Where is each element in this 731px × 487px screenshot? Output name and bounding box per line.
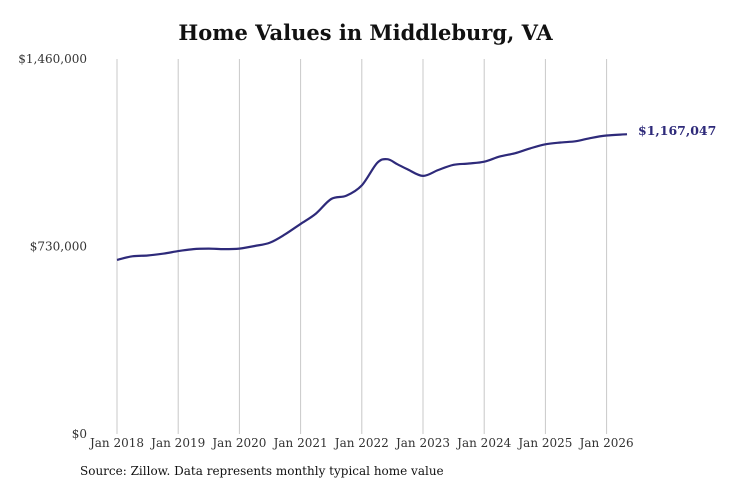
x-tick-label: Jan 2018 — [88, 436, 144, 450]
x-axis-tick-labels: Jan 2018 Jan 2019 Jan 2020 Jan 2021 Jan 2022… — [88, 436, 634, 450]
x-tick-label: Jan 2024 — [455, 436, 511, 450]
x-tick-label: Jan 2019 — [149, 436, 205, 450]
vertical-gridlines — [116, 59, 608, 434]
x-tick-label: Jan 2026 — [578, 436, 634, 450]
x-tick-label: Jan 2025 — [516, 436, 572, 450]
end-value-labels: $1,167,047 — [638, 123, 716, 138]
series-group — [116, 133, 628, 261]
series-line — [116, 133, 628, 261]
x-tick-label: Jan 2022 — [333, 436, 389, 450]
y-tick-label: $0 — [72, 427, 87, 441]
y-axis-tick-labels: $0 $730,000 $1,460,000 — [18, 52, 87, 441]
y-tick-label: $1,460,000 — [18, 52, 87, 66]
end-value-label: $1,167,047 — [638, 123, 716, 138]
x-tick-label: Jan 2020 — [210, 436, 266, 450]
source-note: Source: Zillow. Data represents monthly … — [80, 464, 444, 478]
y-tick-label: $730,000 — [30, 240, 87, 254]
chart-title: Home Values in Middleburg, VA — [178, 20, 553, 45]
x-tick-label: Jan 2021 — [272, 436, 328, 450]
x-tick-label: Jan 2023 — [394, 436, 450, 450]
